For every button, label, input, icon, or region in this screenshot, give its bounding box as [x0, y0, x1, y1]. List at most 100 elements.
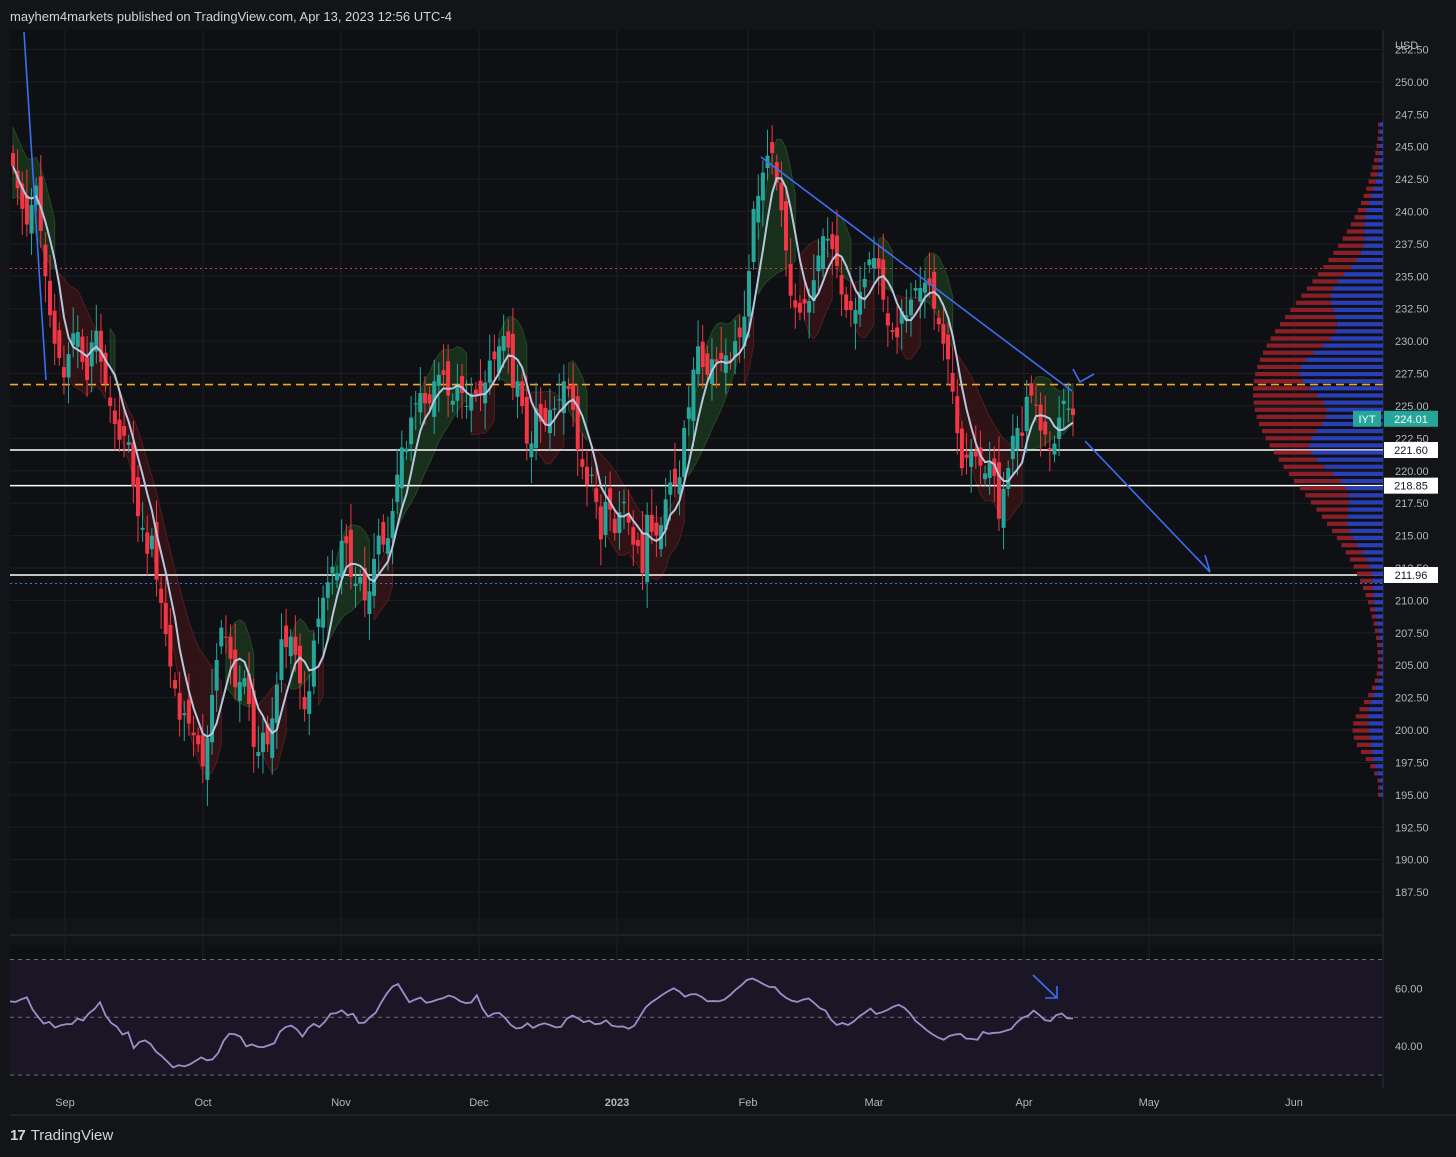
- candle-body: [598, 506, 603, 540]
- candle-body: [492, 351, 497, 360]
- candle-body: [871, 258, 876, 269]
- volume-bar-up: [1364, 222, 1383, 227]
- candle-body: [228, 636, 233, 659]
- brand-name: TradingView: [30, 1127, 114, 1144]
- volume-bar-down: [1372, 165, 1379, 170]
- volume-bar-down: [1374, 678, 1379, 683]
- volume-bar-up: [1348, 507, 1383, 512]
- candle-body: [205, 737, 210, 780]
- candle-body: [122, 426, 127, 436]
- volume-bar-up: [1330, 293, 1383, 298]
- volume-bar-up: [1309, 443, 1383, 448]
- y-tick-label: 200.00: [1395, 725, 1429, 737]
- volume-bar-up: [1379, 122, 1383, 127]
- candle-body: [964, 454, 969, 458]
- candle-body: [1071, 408, 1075, 416]
- volume-bar-up: [1364, 236, 1383, 241]
- candle-body: [20, 183, 25, 209]
- volume-bar-down: [1350, 222, 1365, 227]
- candle-body: [274, 684, 279, 723]
- volume-bar-up: [1330, 336, 1383, 341]
- candle-body: [696, 346, 701, 375]
- volume-bar-up: [1372, 578, 1383, 583]
- candle-body: [191, 732, 196, 736]
- volume-bar-down: [1273, 450, 1312, 455]
- y-tick-label: 242.50: [1395, 174, 1429, 186]
- candle-body: [534, 408, 539, 449]
- candle-body: [24, 195, 29, 225]
- last-price-label: 224.01: [1394, 414, 1428, 426]
- candle-body: [344, 536, 349, 544]
- volume-bar-down: [1310, 500, 1349, 505]
- volume-bar-down: [1353, 735, 1371, 740]
- x-tick-label: Dec: [469, 1097, 489, 1109]
- volume-bar-down: [1332, 528, 1350, 534]
- volume-bar-down: [1370, 607, 1375, 612]
- volume-bar-down: [1353, 564, 1370, 569]
- symbol-label: IYT: [1358, 414, 1375, 426]
- candle-body: [154, 521, 159, 580]
- volume-bar-down: [1378, 792, 1381, 797]
- volume-bar-down: [1345, 550, 1363, 555]
- candle-body: [784, 201, 789, 251]
- tradingview-brand[interactable]: 17 TradingView: [10, 1127, 113, 1144]
- volume-bar-down: [1374, 628, 1379, 633]
- volume-bar-down: [1373, 621, 1377, 626]
- y-tick-label: 245.00: [1395, 142, 1429, 154]
- candle-body: [793, 300, 798, 308]
- candle-body: [265, 723, 270, 745]
- candle-body: [1057, 417, 1062, 439]
- volume-bar-up: [1347, 521, 1383, 526]
- volume-bar-down: [1361, 749, 1372, 755]
- volume-bar-down: [1294, 478, 1341, 484]
- candle-body: [992, 458, 997, 476]
- candle-body: [57, 330, 62, 358]
- candle-body: [608, 488, 613, 510]
- cloud-band: [109, 326, 116, 380]
- candle-body: [594, 488, 599, 502]
- volume-bar-down: [1266, 343, 1323, 348]
- x-tick-label: Sep: [55, 1097, 75, 1109]
- volume-bar-down: [1363, 699, 1371, 705]
- y-tick-label: 235.00: [1395, 271, 1429, 283]
- candle-body: [455, 385, 460, 401]
- publish-header: mayhem4markets published on TradingView.…: [10, 9, 452, 24]
- candle-body: [788, 263, 793, 296]
- candle-body: [223, 636, 228, 638]
- candle-body: [38, 176, 43, 231]
- volume-bar-up: [1379, 635, 1383, 640]
- candle-body: [672, 468, 677, 486]
- currency-label: USD: [1395, 40, 1418, 52]
- candle-body: [677, 477, 682, 495]
- candle-body: [316, 618, 321, 627]
- volume-bar-up: [1322, 343, 1383, 348]
- y-tick-label: 225.00: [1395, 401, 1429, 413]
- volume-bar-down: [1346, 229, 1365, 234]
- candle-body: [770, 142, 775, 154]
- volume-bar-up: [1337, 279, 1383, 284]
- candle-body: [779, 182, 784, 211]
- level-tag: [1384, 477, 1438, 494]
- y-tick-label: 247.50: [1395, 109, 1429, 121]
- level-label: 211.96: [1395, 570, 1428, 582]
- volume-bar-down: [1370, 172, 1378, 177]
- volume-bar-down: [1321, 514, 1348, 519]
- volume-bar-down: [1312, 279, 1338, 284]
- volume-bar-down: [1357, 207, 1367, 213]
- candle-body: [1066, 408, 1071, 410]
- y-tick-label: 237.50: [1395, 239, 1429, 251]
- candle-body: [691, 369, 696, 421]
- rsi-tick-label: 60.00: [1395, 983, 1423, 995]
- volume-bar-up: [1345, 486, 1383, 491]
- candle-body: [853, 310, 858, 324]
- volume-bar-down: [1328, 257, 1357, 263]
- volume-bar-up: [1379, 778, 1383, 783]
- candle-body: [446, 361, 451, 396]
- volume-bar-up: [1323, 400, 1383, 405]
- candle-body: [589, 474, 594, 476]
- volume-bar-up: [1317, 393, 1383, 398]
- candle-body: [311, 640, 316, 687]
- volume-bar-up: [1326, 407, 1383, 412]
- candle-body: [103, 352, 108, 384]
